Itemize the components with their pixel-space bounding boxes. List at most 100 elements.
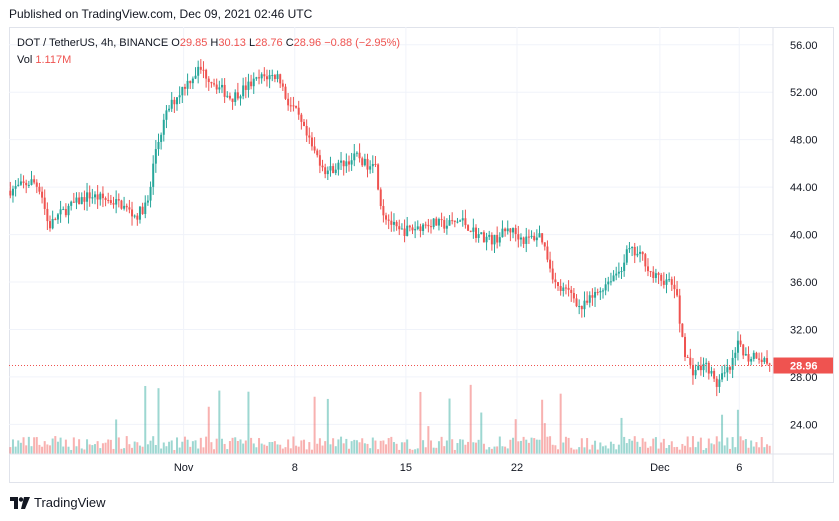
- volume-bar: [162, 442, 165, 454]
- candle-body: [702, 363, 705, 371]
- candle-body: [54, 218, 57, 220]
- candle-body: [86, 192, 89, 202]
- volume-bar: [469, 384, 472, 454]
- candle-body: [287, 98, 290, 106]
- candle-body: [358, 152, 361, 159]
- volume-bar: [752, 446, 755, 454]
- candle-body: [451, 220, 454, 222]
- price-chart[interactable]: 28.96 56.00 52.00 48.00 44.00 40.00 36.00 32.0…: [9, 27, 834, 483]
- volume-bar: [641, 438, 644, 454]
- last-price-badge: [773, 357, 833, 374]
- candle-body: [689, 357, 692, 366]
- legend-volume-row: Vol 1.117M: [17, 52, 400, 69]
- volume-bar: [512, 437, 515, 454]
- candle-body: [117, 199, 120, 201]
- candle-body: [684, 336, 687, 358]
- candle-body: [628, 248, 631, 250]
- candle-body: [244, 85, 247, 90]
- candle-body: [578, 306, 581, 308]
- volume-bar: [427, 426, 430, 454]
- volume-bar: [218, 390, 221, 454]
- volume-bar: [11, 439, 14, 454]
- candle-body: [199, 66, 202, 70]
- volume-bar: [710, 443, 713, 454]
- volume-bar: [639, 446, 642, 454]
- volume-bar: [194, 440, 197, 454]
- last-price-label: 28.96: [790, 361, 818, 373]
- candle-body: [202, 69, 205, 71]
- volume-bar: [345, 438, 348, 454]
- volume-bar: [38, 444, 41, 454]
- volume-bar: [247, 391, 250, 454]
- candle-body: [641, 251, 644, 255]
- candle-body: [154, 149, 157, 164]
- volume-bar: [332, 438, 335, 454]
- candle-body: [723, 372, 726, 374]
- volume-bar: [422, 440, 425, 454]
- candle-body: [721, 373, 724, 380]
- volume-bar: [684, 445, 687, 454]
- candle-body: [25, 182, 28, 186]
- volume-bar: [448, 398, 451, 454]
- candle-body: [665, 279, 668, 285]
- candle-body: [377, 164, 380, 190]
- volume-bar: [451, 439, 454, 454]
- candle-body: [379, 189, 382, 207]
- candle-body: [469, 230, 472, 232]
- volume-bar: [768, 445, 771, 454]
- volume-bar: [430, 440, 433, 454]
- candle-body: [496, 234, 499, 243]
- volume-bar: [144, 385, 147, 454]
- candle-body: [226, 95, 229, 97]
- chart-grid: [9, 27, 773, 454]
- volume-bar: [408, 448, 411, 454]
- candle-body: [670, 279, 673, 285]
- volume-bar: [310, 449, 313, 454]
- candle-body: [305, 125, 308, 136]
- y-tick-label: 52.00: [790, 87, 818, 99]
- volume-bar: [371, 437, 374, 454]
- candle-body: [59, 209, 62, 215]
- candle-body: [570, 289, 573, 293]
- volume-bar: [326, 398, 329, 454]
- volume-bar: [43, 441, 46, 454]
- volume-bar: [186, 439, 189, 454]
- volume-bar: [265, 445, 268, 454]
- volume-bar: [660, 442, 663, 454]
- volume-bar: [604, 445, 607, 454]
- volume-bar: [578, 447, 581, 454]
- volume-bar: [498, 436, 501, 454]
- candle-body: [75, 197, 78, 203]
- candle-body: [340, 160, 343, 163]
- volume-bar: [657, 448, 660, 454]
- tradingview-footer[interactable]: TradingView: [10, 495, 106, 510]
- volume-bar: [506, 448, 509, 454]
- candle-body: [535, 237, 538, 241]
- volume-bar: [461, 439, 464, 454]
- candle-body: [173, 99, 176, 105]
- volume-bar: [199, 437, 202, 454]
- volume-bar: [535, 439, 538, 454]
- candle-body: [758, 358, 761, 360]
- volume-bar: [382, 440, 385, 454]
- volume-bar: [33, 437, 36, 454]
- candle-body: [19, 181, 22, 185]
- candle-body: [316, 150, 319, 156]
- volume-bar: [297, 446, 300, 454]
- volume-bar: [564, 436, 567, 454]
- candle-body: [750, 358, 753, 362]
- volume-bar: [728, 448, 731, 454]
- volume-bar: [107, 439, 110, 454]
- candle-body: [38, 186, 41, 192]
- volume-bar: [572, 449, 575, 454]
- volume-bar: [205, 436, 208, 454]
- volume-bar: [347, 448, 350, 454]
- candle-body: [144, 202, 147, 215]
- candle-body: [551, 268, 554, 280]
- volume-bar: [480, 412, 483, 454]
- candle-body: [432, 218, 435, 228]
- candle-body: [374, 163, 377, 165]
- candle-body: [72, 201, 75, 203]
- volume-bar: [496, 446, 499, 454]
- volume-bar: [115, 419, 118, 454]
